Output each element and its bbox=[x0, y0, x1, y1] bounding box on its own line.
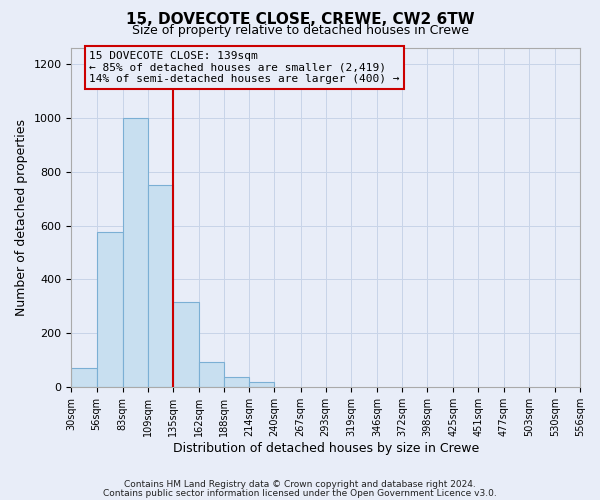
Bar bbox=[122, 118, 148, 388]
Bar bbox=[97, 232, 122, 388]
Bar bbox=[148, 185, 173, 388]
Text: 15 DOVECOTE CLOSE: 139sqm
← 85% of detached houses are smaller (2,419)
14% of se: 15 DOVECOTE CLOSE: 139sqm ← 85% of detac… bbox=[89, 51, 400, 84]
Text: 15, DOVECOTE CLOSE, CREWE, CW2 6TW: 15, DOVECOTE CLOSE, CREWE, CW2 6TW bbox=[125, 12, 475, 28]
Bar bbox=[199, 362, 224, 388]
Bar bbox=[71, 368, 97, 388]
Y-axis label: Number of detached properties: Number of detached properties bbox=[15, 119, 28, 316]
Text: Size of property relative to detached houses in Crewe: Size of property relative to detached ho… bbox=[131, 24, 469, 37]
X-axis label: Distribution of detached houses by size in Crewe: Distribution of detached houses by size … bbox=[173, 442, 479, 455]
Text: Contains public sector information licensed under the Open Government Licence v3: Contains public sector information licen… bbox=[103, 488, 497, 498]
Bar bbox=[224, 376, 250, 388]
Text: Contains HM Land Registry data © Crown copyright and database right 2024.: Contains HM Land Registry data © Crown c… bbox=[124, 480, 476, 489]
Bar bbox=[250, 382, 274, 388]
Bar bbox=[173, 302, 199, 388]
